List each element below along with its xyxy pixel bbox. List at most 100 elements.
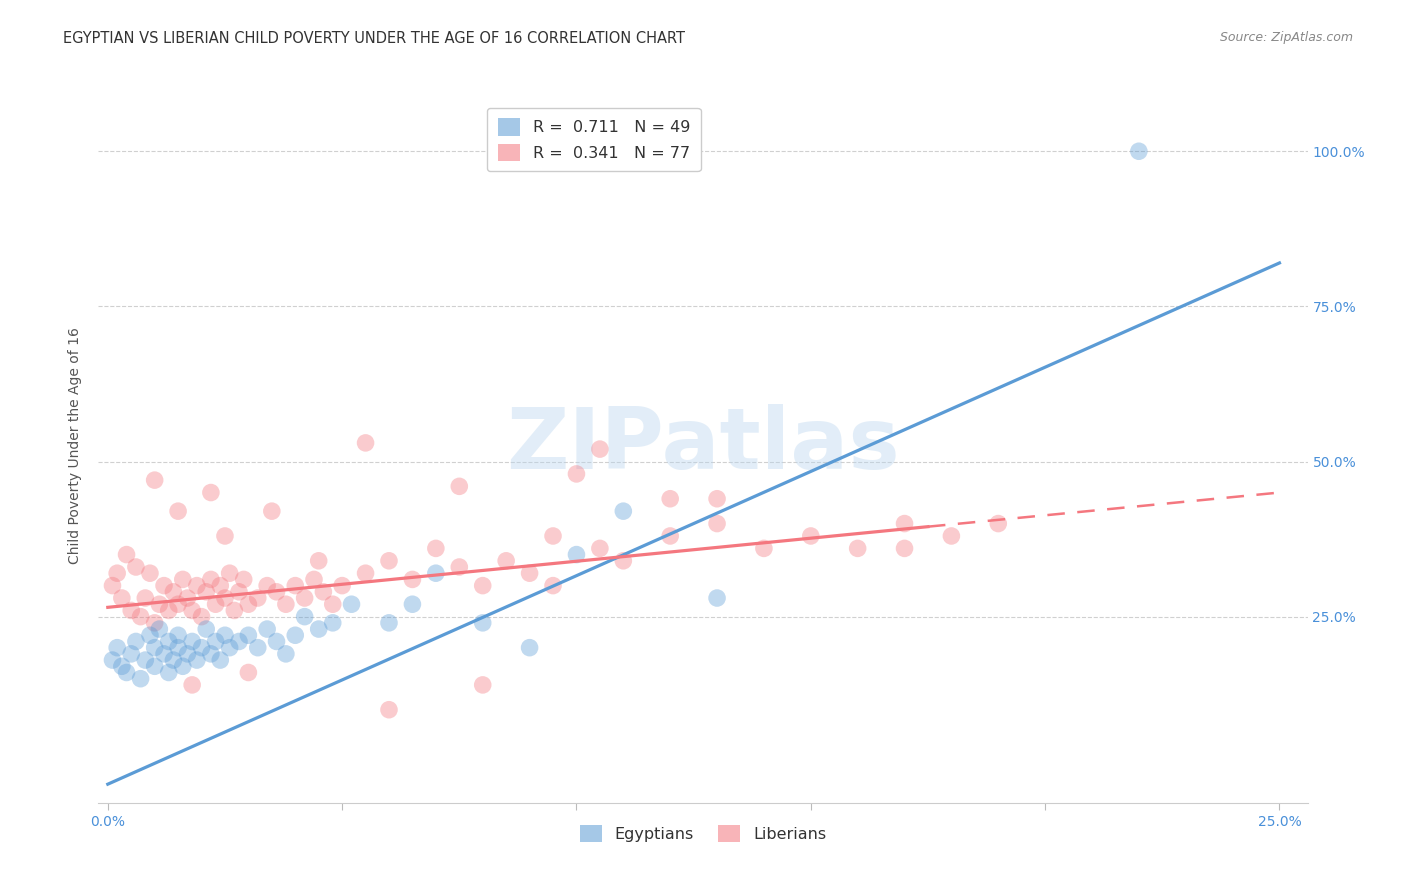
Point [425, 566, 447, 581]
Point [195, 584, 218, 599]
Point [218, 640, 240, 655]
Point [987, 516, 1010, 531]
Text: Source: ZipAtlas.com: Source: ZipAtlas.com [1219, 31, 1353, 45]
Point [204, 634, 226, 648]
Point [256, 579, 278, 593]
Point [330, 579, 353, 593]
Point [186, 579, 208, 593]
Point [143, 473, 166, 487]
Point [274, 597, 297, 611]
Point [471, 579, 494, 593]
Point [200, 647, 222, 661]
Point [302, 573, 325, 587]
Point [246, 591, 269, 605]
Point [846, 541, 869, 556]
Point [471, 615, 494, 630]
Point [115, 665, 138, 680]
Point [157, 603, 180, 617]
Point [659, 529, 682, 543]
Point [238, 597, 260, 611]
Point [167, 640, 190, 655]
Point [312, 584, 335, 599]
Point [176, 591, 198, 605]
Point [172, 659, 194, 673]
Point [181, 634, 204, 648]
Point [129, 609, 152, 624]
Point [471, 678, 494, 692]
Point [125, 634, 148, 648]
Point [322, 615, 344, 630]
Point [308, 554, 330, 568]
Point [214, 628, 236, 642]
Point [157, 665, 180, 680]
Point [139, 566, 162, 581]
Point [232, 573, 254, 587]
Point [214, 529, 236, 543]
Point [354, 566, 377, 581]
Legend: Egyptians, Liberians: Egyptians, Liberians [574, 818, 832, 848]
Point [284, 579, 307, 593]
Point [378, 703, 401, 717]
Point [204, 597, 226, 611]
Point [941, 529, 963, 543]
Point [246, 640, 269, 655]
Point [134, 653, 156, 667]
Point [565, 467, 588, 481]
Point [800, 529, 823, 543]
Point [120, 647, 142, 661]
Point [162, 653, 184, 667]
Point [612, 554, 634, 568]
Point [354, 436, 377, 450]
Point [519, 566, 541, 581]
Point [322, 597, 344, 611]
Point [565, 548, 588, 562]
Point [200, 485, 222, 500]
Point [495, 554, 517, 568]
Point [134, 591, 156, 605]
Point [378, 615, 401, 630]
Point [449, 560, 471, 574]
Point [148, 622, 170, 636]
Point [308, 622, 330, 636]
Point [893, 541, 915, 556]
Point [260, 504, 283, 518]
Point [449, 479, 471, 493]
Point [120, 603, 142, 617]
Point [228, 584, 250, 599]
Point [893, 516, 915, 531]
Point [274, 647, 297, 661]
Point [200, 573, 222, 587]
Point [612, 504, 634, 518]
Point [153, 647, 176, 661]
Point [228, 634, 250, 648]
Point [294, 609, 316, 624]
Text: ZIPatlas: ZIPatlas [506, 404, 900, 488]
Point [115, 548, 138, 562]
Point [589, 541, 612, 556]
Point [378, 554, 401, 568]
Point [284, 628, 307, 642]
Point [162, 584, 184, 599]
Point [541, 579, 564, 593]
Point [190, 640, 212, 655]
Point [143, 615, 166, 630]
Point [111, 659, 134, 673]
Point [214, 591, 236, 605]
Y-axis label: Child Poverty Under the Age of 16: Child Poverty Under the Age of 16 [69, 327, 83, 565]
Point [125, 560, 148, 574]
Point [294, 591, 316, 605]
Point [105, 566, 128, 581]
Point [541, 529, 564, 543]
Point [238, 665, 260, 680]
Point [238, 628, 260, 642]
Point [195, 622, 218, 636]
Text: EGYPTIAN VS LIBERIAN CHILD POVERTY UNDER THE AGE OF 16 CORRELATION CHART: EGYPTIAN VS LIBERIAN CHILD POVERTY UNDER… [63, 31, 685, 46]
Point [224, 603, 246, 617]
Point [425, 541, 447, 556]
Point [172, 573, 194, 587]
Point [218, 566, 240, 581]
Point [266, 634, 288, 648]
Point [659, 491, 682, 506]
Point [167, 628, 190, 642]
Point [101, 653, 124, 667]
